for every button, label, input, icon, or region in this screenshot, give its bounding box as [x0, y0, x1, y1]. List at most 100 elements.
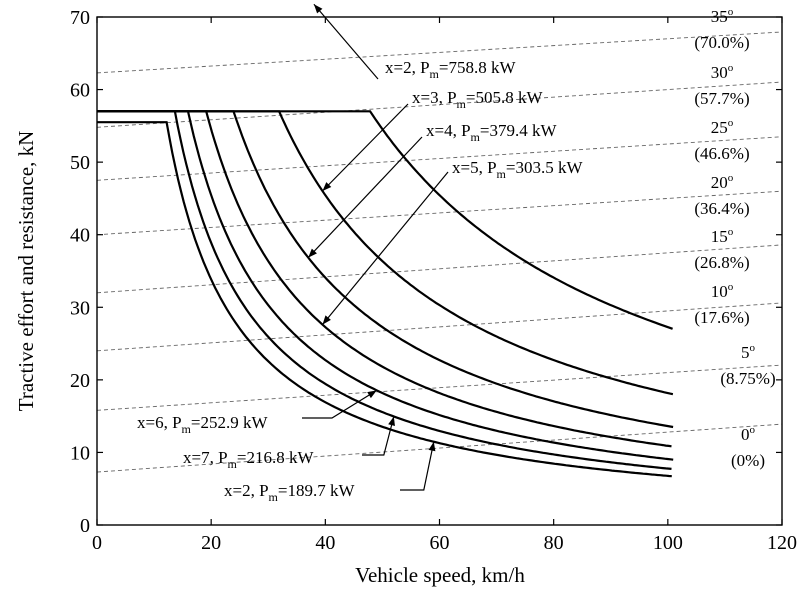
curve-label-value: =189.7 kW [278, 481, 356, 500]
degree-mark: o [728, 62, 734, 74]
grade-percent-label: (8.75%) [720, 369, 775, 388]
y-tick-label: 60 [70, 80, 90, 102]
grade-degree-label: 35o [711, 6, 734, 26]
curve-label: x=7, Pm=216.8 kW [183, 448, 314, 471]
grade-degree-label: 15o [711, 226, 734, 246]
x-tick-label: 20 [201, 532, 221, 554]
annotation-labels: x=2, Pm=758.8 kWx=3, Pm=505.8 kWx=4, Pm=… [137, 58, 583, 504]
arrowhead [308, 248, 317, 258]
annotation-leader [307, 136, 423, 258]
resistance-line [97, 364, 782, 411]
tractive-effort-curves [97, 110, 674, 478]
grade-labels: 35o(70.0%)30o(57.7%)25o(46.6%)20o(36.4%)… [694, 6, 775, 470]
grade-degree-value: 35 [711, 7, 728, 26]
grade-percent-label: (17.6%) [694, 308, 749, 327]
degree-mark: o [750, 342, 756, 354]
tractive-effort-curve [97, 110, 673, 330]
curve-label: x=5, Pm=303.5 kW [452, 158, 583, 181]
grade-degree-value: 0 [741, 425, 750, 444]
grade-degree-label: 10o [711, 281, 734, 301]
curve-label-name: x=6, P [137, 413, 182, 432]
grade-percent-label: (36.4%) [694, 199, 749, 218]
y-axis-title: Tractive effort and resistance, kN [14, 131, 38, 412]
curve-label-sub: m [457, 97, 467, 111]
x-tick-label: 80 [544, 532, 564, 554]
grade-percent-label: (70.0%) [694, 33, 749, 52]
resistance-line [97, 31, 782, 74]
curve-label: x=2, Pm=189.7 kW [224, 481, 355, 504]
arrowhead [367, 390, 377, 399]
curve-label-name: x=5, P [452, 158, 497, 177]
degree-mark: o [750, 424, 756, 436]
y-tick-label: 0 [80, 515, 90, 537]
curve-label-value: =303.5 kW [506, 158, 584, 177]
grade-percent-label: (46.6%) [694, 144, 749, 163]
curve-label-sub: m [269, 490, 279, 504]
tractive-effort-curve [97, 110, 674, 429]
resistance-line [97, 244, 782, 294]
curve-label-sub: m [182, 422, 192, 436]
annotation-leader [322, 171, 449, 325]
tractive-effort-curve [97, 110, 672, 448]
curve-label-sub: m [430, 67, 440, 81]
curve-label-sub: m [228, 457, 238, 471]
degree-mark: o [728, 6, 734, 18]
grade-percent-label: (57.7%) [694, 89, 749, 108]
resistance-line [97, 302, 782, 352]
grade-degree-value: 25 [711, 118, 728, 137]
curve-label-value: =216.8 kW [237, 448, 315, 467]
grade-degree-label: 30o [711, 62, 734, 82]
curve-label-value: =252.9 kW [191, 413, 269, 432]
grade-degree-value: 30 [711, 63, 728, 82]
curve-label-name: x=3, P [412, 88, 457, 107]
curve-label-value: =505.8 kW [466, 88, 544, 107]
tractive-effort-curve [97, 110, 674, 396]
arrowhead [313, 4, 323, 14]
annotation-leader [313, 3, 379, 80]
curve-label-name: x=4, P [426, 121, 471, 140]
grade-degree-label: 25o [711, 117, 734, 137]
curve-label-value: =379.4 kW [480, 121, 558, 140]
y-tick-label: 20 [70, 370, 90, 392]
y-tick-label: 50 [70, 152, 90, 174]
annotation-leader [400, 441, 435, 491]
grade-percent-label: (0%) [731, 451, 765, 470]
y-tick-label: 30 [70, 297, 90, 319]
arrowhead [322, 182, 332, 191]
grade-percent-label: (26.8%) [694, 253, 749, 272]
grade-degree-value: 20 [711, 173, 728, 192]
curve-label: x=4, Pm=379.4 kW [426, 121, 557, 144]
curve-label-name: x=2, P [385, 58, 430, 77]
grade-degree-value: 10 [711, 282, 728, 301]
curve-label-name: x=2, P [224, 481, 269, 500]
x-tick-label: 60 [430, 532, 450, 554]
arrowhead [388, 416, 395, 427]
x-tick-label: 40 [315, 532, 335, 554]
tractive-effort-curve [97, 110, 672, 470]
y-tick-label: 10 [70, 442, 90, 464]
resistance-line [97, 81, 782, 128]
curve-label: x=6, Pm=252.9 kW [137, 413, 268, 436]
resistance-line [97, 423, 782, 473]
grade-degree-label: 20o [711, 172, 734, 192]
grade-degree-label: 0o [741, 424, 756, 444]
grade-degree-value: 5 [741, 343, 750, 362]
x-tick-label: 100 [653, 532, 683, 554]
grade-degree-label: 5o [741, 342, 756, 362]
curve-label: x=2, Pm=758.8 kW [385, 58, 516, 81]
arrowhead [428, 441, 436, 452]
tractive-effort-curve [97, 110, 674, 461]
curve-label: x=3, Pm=505.8 kW [412, 88, 543, 111]
curve-label-name: x=7, P [183, 448, 228, 467]
x-tick-label: 120 [767, 532, 797, 554]
x-axis-title: Vehicle speed, km/h [355, 563, 525, 587]
degree-mark: o [728, 117, 734, 129]
resistance-line [97, 136, 782, 181]
degree-mark: o [728, 172, 734, 184]
resistance-line [97, 190, 782, 236]
degree-mark: o [728, 281, 734, 293]
curve-label-sub: m [497, 167, 507, 181]
curve-label-value: =758.8 kW [439, 58, 517, 77]
